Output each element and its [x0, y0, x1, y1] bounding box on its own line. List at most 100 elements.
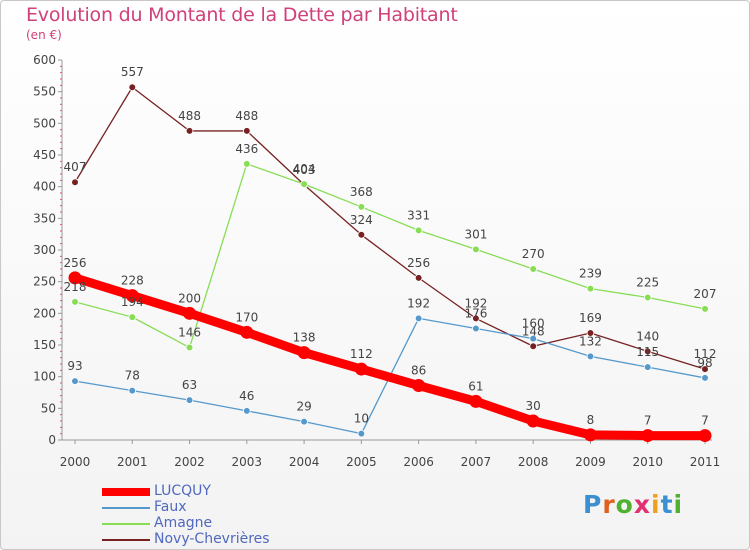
series-lines: [68, 83, 712, 443]
data-point-lucquy: [183, 306, 197, 320]
data-label-amagne: 301: [464, 227, 487, 241]
series-line-lucquy: [70, 273, 710, 441]
data-point-faux: [701, 374, 709, 382]
data-label-lucquy: 170: [235, 310, 258, 324]
data-label-lucquy: 256: [64, 256, 87, 270]
data-point-novy-chevri-res: [643, 347, 652, 356]
y-tick-label: 450: [33, 148, 56, 162]
data-label-lucquy: 200: [178, 291, 201, 305]
legend-label: LUCQUY: [154, 483, 211, 499]
data-label-lucquy: 86: [411, 364, 426, 378]
y-tick-label: 600: [33, 53, 56, 67]
data-label-novy-chevri-res: 140: [636, 329, 659, 343]
data-point-amagne: [71, 298, 79, 306]
data-point-novy-chevri-res: [414, 274, 423, 282]
data-label-novy-chevri-res: 169: [579, 311, 602, 325]
data-point-amagne: [185, 343, 194, 352]
legend-label: Novy-Chevrières: [154, 531, 270, 547]
data-point-amagne: [414, 226, 423, 235]
y-tick-label: 350: [33, 211, 56, 225]
data-point-amagne: [243, 160, 251, 168]
data-label-lucquy: 30: [526, 399, 541, 413]
data-label-faux: 46: [239, 389, 254, 403]
data-point-amagne: [586, 284, 595, 293]
x-tick-label: 2010: [632, 455, 663, 469]
data-label-novy-chevri-res: 488: [178, 109, 201, 123]
y-tick-label: 100: [33, 370, 56, 384]
y-tick-label: 550: [33, 85, 56, 99]
data-label-lucquy: 8: [587, 413, 595, 427]
logo-letter: t: [660, 490, 674, 519]
data-label-amagne: 368: [350, 185, 373, 199]
data-label-amagne: 331: [407, 208, 430, 222]
legend-swatch: [102, 507, 150, 509]
data-label-novy-chevri-res: 256: [407, 256, 430, 270]
data-label-lucquy: 112: [350, 347, 373, 361]
data-label-novy-chevri-res: 488: [235, 109, 258, 123]
data-label-faux: 176: [464, 307, 487, 321]
data-label-amagne: 436: [235, 142, 258, 156]
data-label-amagne: 146: [178, 326, 201, 340]
data-label-faux: 98: [697, 356, 712, 370]
series-line-novy-chevri-res: [74, 86, 706, 370]
data-label-lucquy: 61: [468, 379, 483, 393]
data-point-lucquy: [583, 428, 597, 442]
data-label-lucquy: 228: [121, 274, 144, 288]
data-label-faux: 115: [636, 345, 659, 359]
y-tick-label: 0: [48, 433, 56, 447]
data-label-lucquy: 7: [644, 414, 652, 428]
data-label-lucquy: 138: [293, 331, 316, 345]
data-point-faux: [185, 396, 194, 404]
data-label-amagne: 207: [694, 287, 717, 301]
x-tick-label: 2007: [461, 455, 492, 469]
data-point-amagne: [529, 265, 537, 273]
legend-label: Faux: [154, 499, 187, 515]
data-label-amagne: 270: [522, 247, 545, 261]
logo-letter: x: [633, 490, 651, 519]
x-tick-label: 2001: [117, 455, 148, 469]
data-label-faux: 160: [522, 317, 545, 331]
x-tick-label: 2004: [289, 455, 320, 469]
y-tick-label: 250: [33, 275, 56, 289]
data-label-novy-chevri-res: 192: [464, 296, 487, 310]
data-label-novy-chevri-res: 148: [522, 324, 545, 338]
x-tick-label: 2005: [346, 455, 377, 469]
data-label-novy-chevri-res: 324: [350, 213, 373, 227]
data-point-lucquy: [297, 346, 311, 360]
data-label-faux: 192: [407, 296, 430, 310]
data-point-novy-chevri-res: [472, 314, 480, 323]
axes: 0 50 100 150 200 250 300 350 400 450 500 550 600 2000…: [33, 53, 720, 469]
y-tick-label: 500: [33, 116, 56, 130]
data-label-faux: 10: [354, 412, 369, 426]
data-point-lucquy: [469, 394, 483, 408]
data-point-amagne: [701, 305, 709, 313]
data-label-novy-chevri-res: 112: [694, 347, 717, 361]
data-label-novy-chevri-res: 403: [293, 163, 316, 177]
data-label-amagne: 194: [121, 295, 144, 309]
proxiti-logo: Proxiti: [583, 490, 683, 519]
data-point-novy-chevri-res: [71, 178, 79, 187]
logo-letter: i: [651, 490, 661, 519]
data-label-novy-chevri-res: 557: [121, 65, 144, 79]
data-point-lucquy: [354, 362, 368, 376]
y-tick-label: 150: [33, 338, 56, 352]
data-point-novy-chevri-res: [185, 127, 194, 135]
chart-title: Evolution du Montant de la Dette par Hab…: [26, 4, 458, 26]
data-label-novy-chevri-res: 407: [64, 160, 87, 174]
data-point-faux: [300, 417, 308, 426]
x-tick-label: 2002: [174, 455, 205, 469]
data-point-amagne: [300, 180, 308, 188]
x-tick-label: 2006: [403, 455, 434, 469]
data-point-faux: [586, 352, 595, 361]
data-label-amagne: 218: [64, 280, 87, 294]
data-point-faux: [414, 314, 423, 323]
logo-letter: P: [583, 490, 603, 519]
data-label-amagne: 225: [636, 276, 659, 290]
data-point-faux: [472, 324, 480, 333]
x-tick-label: 2011: [690, 455, 721, 469]
y-tick-label: 300: [33, 243, 56, 257]
data-point-novy-chevri-res: [586, 329, 595, 337]
data-point-amagne: [128, 313, 137, 321]
legend-swatch: [102, 539, 150, 541]
logo-letter: o: [615, 490, 634, 519]
